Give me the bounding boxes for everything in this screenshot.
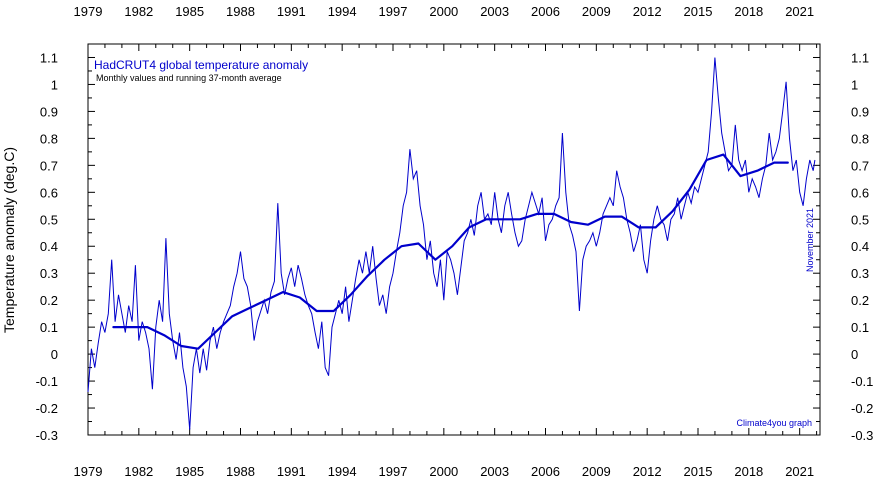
y-tick-label-right: 0.4 — [851, 239, 869, 254]
y-tick-label-left: 0.3 — [40, 266, 58, 281]
y-tick-label-right: 0.8 — [851, 131, 869, 146]
x-tick-label-top: 1985 — [175, 4, 204, 19]
y-tick-label-right: 1.1 — [851, 50, 869, 65]
y-tick-label-right: 0.1 — [851, 320, 869, 335]
x-tick-label-top: 1997 — [379, 4, 408, 19]
y-tick-label-left: 0 — [51, 347, 58, 362]
y-tick-label-right: 0.7 — [851, 158, 869, 173]
credit-label: Climate4you graph — [736, 418, 812, 428]
y-tick-label-right: 0.9 — [851, 104, 869, 119]
x-tick-label-top: 2012 — [633, 4, 662, 19]
y-tick-label-right: -0.3 — [851, 428, 873, 443]
series-monthly-line — [87, 57, 816, 430]
y-tick-label-right: 0.3 — [851, 266, 869, 281]
x-tick-label-top: 2006 — [531, 4, 560, 19]
y-tick-label-left: -0.2 — [36, 401, 58, 416]
y-tick-label-right: 0.2 — [851, 293, 869, 308]
y-tick-label-left: 0.9 — [40, 104, 58, 119]
y-tick-label-right: -0.1 — [851, 374, 873, 389]
y-tick-label-left: 0.1 — [40, 320, 58, 335]
x-tick-label-top: 1994 — [328, 4, 357, 19]
series-group — [87, 57, 816, 430]
x-tick-label-bottom: 2006 — [531, 464, 560, 479]
x-tick-label-bottom: 2003 — [480, 464, 509, 479]
x-tick-label-top: 2009 — [582, 4, 611, 19]
y-tick-label-right: 0.6 — [851, 185, 869, 200]
chart-title: HadCRUT4 global temperature anomaly — [94, 58, 308, 72]
series-running-average-line — [112, 153, 789, 350]
y-tick-label-left: 1.1 — [40, 50, 58, 65]
x-tick-label-top: 1982 — [124, 4, 153, 19]
x-tick-label-bottom: 2018 — [734, 464, 763, 479]
tick-marks — [87, 43, 820, 436]
x-tick-label-top: 2000 — [429, 4, 458, 19]
y-axis-right-labels: -0.3 -0.2 -0.1 0 0.1 0.2 0.3 0.4 0.5 0.6 0.7 0.8 0.9… — [851, 50, 873, 443]
x-tick-label-bottom: 1982 — [124, 464, 153, 479]
date-label: November 2021 — [805, 208, 815, 272]
x-tick-label-bottom: 2021 — [785, 464, 814, 479]
x-tick-label-bottom: 1997 — [379, 464, 408, 479]
y-tick-label-right: 1 — [851, 77, 858, 92]
x-tick-label-top: 1991 — [277, 4, 306, 19]
y-tick-label-left: -0.3 — [36, 428, 58, 443]
x-tick-label-bottom: 1994 — [328, 464, 357, 479]
x-tick-label-top: 2003 — [480, 4, 509, 19]
y-tick-label-left: 0.7 — [40, 158, 58, 173]
y-tick-label-left: 0.6 — [40, 185, 58, 200]
y-tick-label-left: 0.4 — [40, 239, 58, 254]
y-tick-label-right: 0 — [851, 347, 858, 362]
y-tick-label-right: -0.2 — [851, 401, 873, 416]
y-tick-label-right: 0.5 — [851, 212, 869, 227]
y-axis-left-labels: -0.3 -0.2 -0.1 0 0.1 0.2 0.3 0.4 0.5 0.6 0.7 0.8 0.9… — [36, 50, 58, 443]
x-tick-label-top: 2018 — [734, 4, 763, 19]
chart-subtitle: Monthly values and running 37-month aver… — [96, 73, 282, 83]
x-tick-label-bottom: 2012 — [633, 464, 662, 479]
x-tick-label-top: 2021 — [785, 4, 814, 19]
y-tick-label-left: 0.5 — [40, 212, 58, 227]
x-tick-label-top: 2015 — [684, 4, 713, 19]
x-tick-label-bottom: 1985 — [175, 464, 204, 479]
x-tick-label-bottom: 1988 — [226, 464, 255, 479]
x-tick-label-top: 1979 — [74, 4, 103, 19]
y-axis-title: Temperature anomaly (deg.C) — [1, 147, 17, 333]
x-axis-bottom-labels: 1979 1982 1985 1988 1991 1994 1997 2000 2003 2006… — [74, 464, 815, 479]
y-tick-label-left: 0.8 — [40, 131, 58, 146]
x-tick-label-bottom: 2015 — [684, 464, 713, 479]
plot-frame — [87, 43, 821, 436]
x-tick-label-bottom: 1991 — [277, 464, 306, 479]
x-tick-label-bottom: 1979 — [74, 464, 103, 479]
y-tick-label-left: -0.1 — [36, 374, 58, 389]
y-tick-label-left: 1 — [51, 77, 58, 92]
x-tick-label-bottom: 2000 — [429, 464, 458, 479]
x-tick-label-bottom: 2009 — [582, 464, 611, 479]
x-tick-label-top: 1988 — [226, 4, 255, 19]
x-axis-top-labels: 1979 1982 1985 1988 1991 1994 1997 2000 2003 2006… — [74, 4, 815, 19]
y-tick-label-left: 0.2 — [40, 293, 58, 308]
